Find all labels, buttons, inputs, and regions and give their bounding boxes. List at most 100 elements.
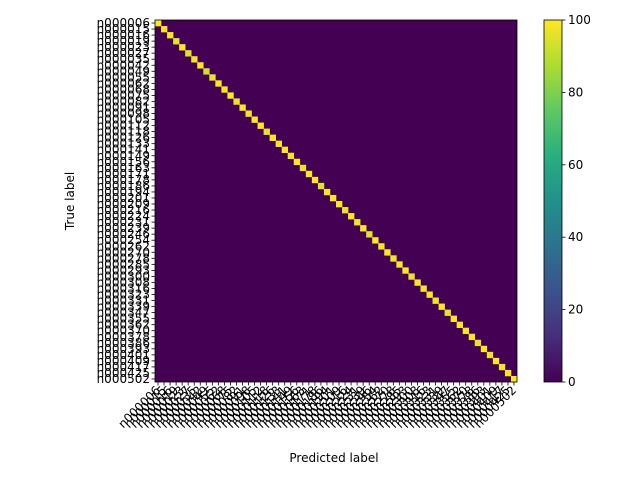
- diagonal-cell: [251, 116, 258, 123]
- y-tick-label: n000254: [97, 233, 150, 247]
- y-tick-label: n000378: [97, 330, 150, 344]
- y-tick-label: n000216: [97, 203, 150, 217]
- diagonal-cell: [462, 327, 470, 335]
- x-axis-label: Predicted label: [289, 451, 378, 465]
- diagonal-cell: [317, 182, 325, 190]
- y-tick-label: n000362: [97, 318, 150, 332]
- diagonal-cell: [287, 152, 295, 160]
- y-tick-label: n000035: [97, 52, 150, 66]
- diagonal-cell: [227, 92, 234, 99]
- diagonal-cell: [480, 345, 488, 353]
- diagonal-cell: [161, 26, 168, 33]
- diagonal-cell: [372, 237, 379, 244]
- y-tick-label: n000186: [97, 179, 150, 193]
- y-tick-label: n000293: [97, 263, 150, 277]
- y-tick-label: n000042: [97, 58, 150, 72]
- diagonal-cell: [323, 188, 331, 196]
- y-tick-label: n000355: [97, 312, 150, 326]
- y-tick-label: n000246: [97, 227, 150, 241]
- y-tick-label: n000068: [97, 82, 150, 96]
- diagonal-cell: [366, 231, 373, 238]
- diagonal-cell: [468, 333, 476, 341]
- y-tick-label: n000178: [97, 173, 150, 187]
- y-tick-label: n000075: [97, 88, 150, 102]
- diagonal-cell: [510, 375, 518, 383]
- diagonal-cell: [299, 164, 307, 172]
- diagonal-cell: [414, 279, 421, 286]
- diagonal-cell: [179, 44, 186, 51]
- diagonal-cell: [293, 158, 301, 166]
- y-tick-label: n000027: [97, 46, 150, 60]
- diagonal-cell: [354, 219, 361, 226]
- y-tick-label: n000308: [97, 275, 150, 289]
- y-tick-label: n000091: [97, 100, 150, 114]
- diagonal-cell: [474, 339, 482, 347]
- diagonal-cell: [408, 273, 415, 280]
- y-tick-label: n000201: [97, 191, 150, 205]
- y-tick-label: n000370: [97, 324, 150, 338]
- y-tick-label: n000224: [97, 209, 150, 223]
- diagonal-cell: [239, 104, 246, 111]
- y-tick-label: n000015: [97, 22, 150, 36]
- y-tick-label: n000409: [97, 354, 150, 368]
- y-tick-label: n000126: [97, 131, 150, 145]
- y-tick-label: n000062: [97, 76, 150, 90]
- y-tick-label: n000323: [97, 288, 150, 302]
- y-tick-label: n000316: [97, 281, 150, 295]
- y-tick-label: n000347: [97, 306, 150, 320]
- colorbar-tick-label: 60: [568, 158, 583, 172]
- diagonal-cell: [378, 243, 385, 250]
- diagonal-cell: [492, 357, 500, 365]
- diagonal-cell: [275, 140, 282, 147]
- diagonal-cell: [257, 122, 264, 129]
- y-tick-label: n000194: [97, 185, 150, 199]
- diagonal-cell: [486, 351, 494, 359]
- diagonal-cell: [167, 32, 174, 39]
- x-tick-labels: n000006n000015n000016n000019n000023n0000…: [115, 382, 519, 431]
- diagonal-cell: [450, 315, 457, 322]
- y-tick-label: n000118: [97, 125, 150, 139]
- diagonal-cell: [281, 146, 289, 154]
- diagonal-cell: [336, 201, 343, 208]
- y-tick-label: n000262: [97, 239, 150, 253]
- y-tick-label: n000401: [97, 348, 150, 362]
- diagonal-cell: [263, 128, 270, 135]
- y-tick-label: n000023: [97, 40, 150, 54]
- diagonal-cell: [221, 86, 228, 93]
- diagonal-cell: [191, 56, 198, 63]
- colorbar-tick-label: 40: [568, 230, 583, 244]
- diagonal-cell: [426, 291, 433, 298]
- y-tick-label: n000112: [97, 119, 150, 133]
- diagonal-cell: [173, 38, 180, 45]
- y-tick-label: n000300: [97, 269, 150, 283]
- diagonal-cell: [209, 74, 216, 81]
- colorbar-tick-label: 80: [568, 85, 583, 99]
- y-tick-label: n000049: [97, 64, 150, 78]
- diagonal-cell: [233, 98, 240, 105]
- y-tick-label: n000016: [97, 28, 150, 42]
- colorbar-tick-label: 0: [568, 375, 576, 389]
- diagonal-cell: [155, 20, 162, 27]
- y-tick-label: n000393: [97, 342, 150, 356]
- y-tick-label: n000278: [97, 251, 150, 265]
- y-axis-label: True label: [63, 172, 77, 231]
- y-tick-label: n000149: [97, 149, 150, 163]
- y-tick-label: n000386: [97, 336, 150, 350]
- diagonal-cell: [504, 369, 512, 377]
- y-tick-label: n000156: [97, 155, 150, 169]
- y-tick-label: n000098: [97, 107, 150, 121]
- diagonal-cell: [498, 363, 506, 371]
- y-tick-label: n000502: [97, 372, 150, 386]
- y-tick-label: n000339: [97, 300, 150, 314]
- diagonal-cell: [245, 110, 252, 117]
- diagonal-cell: [432, 297, 439, 304]
- y-tick-label: n000285: [97, 257, 150, 271]
- y-tick-label: n000331: [97, 294, 150, 308]
- diagonal-cell: [438, 303, 445, 310]
- diagonal-cell: [203, 68, 210, 75]
- diagonal-cell: [329, 194, 337, 202]
- diagonal-cell: [305, 170, 313, 178]
- diagonal-cell: [311, 176, 319, 184]
